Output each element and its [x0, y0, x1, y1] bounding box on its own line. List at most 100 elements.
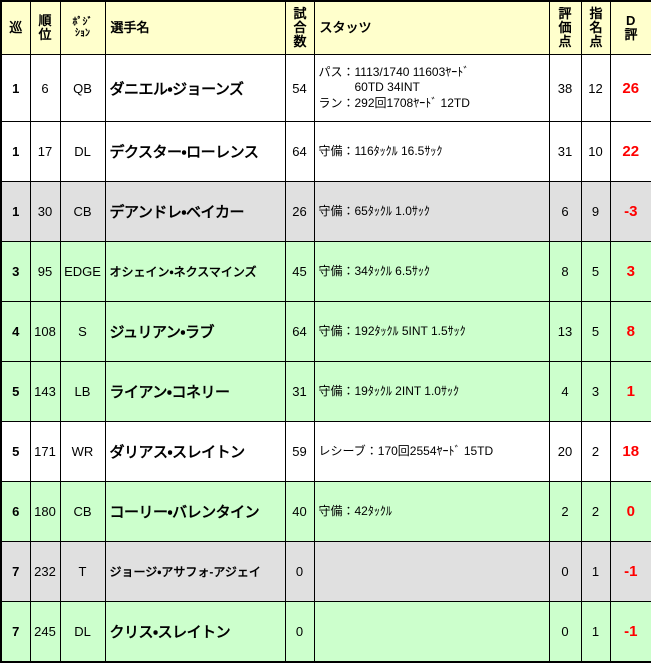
pick-cell: 180	[29, 481, 61, 542]
eval-points-cell: 2	[548, 481, 582, 542]
nomination-points-cell: 2	[580, 481, 611, 542]
table-row: 5 171 WR ダリアス・スレイトン 59 レシーブ：170回2554ﾔｰﾄﾞ…	[0, 421, 651, 482]
header-d-rating: D評	[609, 0, 651, 55]
pick-cell: 171	[29, 421, 61, 482]
games-cell: 45	[284, 241, 315, 302]
nomination-points-cell: 9	[580, 181, 611, 242]
player-name-cell: コーリー・バレンタイン	[104, 481, 286, 542]
eval-points-cell: 13	[548, 301, 582, 362]
round-cell: 7	[0, 541, 31, 602]
pick-cell: 6	[29, 54, 61, 122]
header-player-name: 選手名	[104, 0, 286, 55]
eval-points-cell: 0	[548, 601, 582, 662]
table-body: 1 6 QB ダニエル・ジョーンズ 54 パス：1113/1740 11603ﾔ…	[0, 54, 651, 662]
table-row: 7 245 DL クリス・スレイトン 0 0 1 -1	[0, 601, 651, 662]
d-rating-cell: -1	[609, 541, 651, 602]
games-cell: 0	[284, 541, 315, 602]
position-cell: LB	[59, 361, 106, 422]
player-name-cell: デアンドレ・ベイカー	[104, 181, 286, 242]
position-cell: WR	[59, 421, 106, 482]
table-row: 1 30 CB デアンドレ・ベイカー 26 守備：65ﾀｯｸﾙ 1.0ｻｯｸ 6…	[0, 181, 651, 242]
table-row: 7 232 T ジョージ・アサフォ-アジェイ 0 0 1 -1	[0, 541, 651, 602]
eval-points-cell: 8	[548, 241, 582, 302]
d-rating-cell: 26	[609, 54, 651, 122]
eval-points-cell: 20	[548, 421, 582, 482]
pick-cell: 30	[29, 181, 61, 242]
round-cell: 3	[0, 241, 31, 302]
stats-cell	[313, 541, 550, 602]
round-cell: 1	[0, 54, 31, 122]
table-row: 4 108 S ジュリアン・ラブ 64 守備：192ﾀｯｸﾙ 5INT 1.5ｻ…	[0, 301, 651, 362]
position-cell: CB	[59, 181, 106, 242]
nomination-points-cell: 12	[580, 54, 611, 122]
nomination-points-cell: 1	[580, 601, 611, 662]
player-name-cell: ダリアス・スレイトン	[104, 421, 286, 482]
eval-points-cell: 0	[548, 541, 582, 602]
eval-points-cell: 31	[548, 121, 582, 182]
round-cell: 5	[0, 361, 31, 422]
d-rating-cell: 18	[609, 421, 651, 482]
player-name-cell: ジョージ・アサフォ-アジェイ	[104, 541, 286, 602]
nomination-points-cell: 5	[580, 241, 611, 302]
header-eval-points: 評価点	[548, 0, 582, 55]
player-name-cell: オシェイン・ネクスマインズ	[104, 241, 286, 302]
player-name-cell: ライアン・コネリー	[104, 361, 286, 422]
eval-points-cell: 4	[548, 361, 582, 422]
table-row: 1 6 QB ダニエル・ジョーンズ 54 パス：1113/1740 11603ﾔ…	[0, 54, 651, 122]
nomination-points-cell: 1	[580, 541, 611, 602]
games-cell: 31	[284, 361, 315, 422]
games-cell: 0	[284, 601, 315, 662]
games-cell: 26	[284, 181, 315, 242]
games-cell: 54	[284, 54, 315, 122]
stats-cell: 守備：192ﾀｯｸﾙ 5INT 1.5ｻｯｸ	[313, 301, 550, 362]
nomination-points-cell: 3	[580, 361, 611, 422]
eval-points-cell: 38	[548, 54, 582, 122]
pick-cell: 245	[29, 601, 61, 662]
player-name-cell: ジュリアン・ラブ	[104, 301, 286, 362]
header-row: 巡 順位 ﾎﾟｼﾞｼｮﾝ 選手名 試合数 スタッツ 評価点 指名点 D評	[0, 0, 651, 55]
pick-cell: 108	[29, 301, 61, 362]
round-cell: 4	[0, 301, 31, 362]
d-rating-cell: 8	[609, 301, 651, 362]
stats-cell: レシーブ：170回2554ﾔｰﾄﾞ 15TD	[313, 421, 550, 482]
nomination-points-cell: 10	[580, 121, 611, 182]
stats-cell: パス：1113/1740 11603ﾔｰﾄﾞ 60TD 34INT ラン：292…	[313, 54, 550, 122]
header-position: ﾎﾟｼﾞｼｮﾝ	[59, 0, 106, 55]
header-games: 試合数	[284, 0, 315, 55]
table-row: 1 17 DL デクスター・ローレンス 64 守備：116ﾀｯｸﾙ 16.5ｻｯ…	[0, 121, 651, 182]
round-cell: 5	[0, 421, 31, 482]
d-rating-cell: 3	[609, 241, 651, 302]
nomination-points-cell: 2	[580, 421, 611, 482]
stats-cell	[313, 601, 550, 662]
table-header: 巡 順位 ﾎﾟｼﾞｼｮﾝ 選手名 試合数 スタッツ 評価点 指名点 D評	[0, 0, 651, 55]
stats-cell: 守備：116ﾀｯｸﾙ 16.5ｻｯｸ	[313, 121, 550, 182]
d-rating-cell: -1	[609, 601, 651, 662]
header-nomination-points: 指名点	[580, 0, 611, 55]
stats-cell: 守備：42ﾀｯｸﾙ	[313, 481, 550, 542]
eval-points-cell: 6	[548, 181, 582, 242]
games-cell: 64	[284, 121, 315, 182]
pick-cell: 17	[29, 121, 61, 182]
round-cell: 1	[0, 181, 31, 242]
games-cell: 59	[284, 421, 315, 482]
d-rating-cell: 1	[609, 361, 651, 422]
table-row: 6 180 CB コーリー・バレンタイン 40 守備：42ﾀｯｸﾙ 2 2 0	[0, 481, 651, 542]
round-cell: 6	[0, 481, 31, 542]
position-cell: QB	[59, 54, 106, 122]
table-row: 5 143 LB ライアン・コネリー 31 守備：19ﾀｯｸﾙ 2INT 1.0…	[0, 361, 651, 422]
d-rating-cell: -3	[609, 181, 651, 242]
d-rating-cell: 22	[609, 121, 651, 182]
games-cell: 40	[284, 481, 315, 542]
stats-cell: 守備：65ﾀｯｸﾙ 1.0ｻｯｸ	[313, 181, 550, 242]
header-stats: スタッツ	[313, 0, 550, 55]
position-cell: DL	[59, 121, 106, 182]
position-cell: S	[59, 301, 106, 362]
pick-cell: 95	[29, 241, 61, 302]
header-round: 巡	[0, 0, 31, 55]
stats-cell: 守備：19ﾀｯｸﾙ 2INT 1.0ｻｯｸ	[313, 361, 550, 422]
position-cell: CB	[59, 481, 106, 542]
header-pick: 順位	[29, 0, 61, 55]
table-row: 3 95 EDGE オシェイン・ネクスマインズ 45 守備：34ﾀｯｸﾙ 6.5…	[0, 241, 651, 302]
round-cell: 1	[0, 121, 31, 182]
